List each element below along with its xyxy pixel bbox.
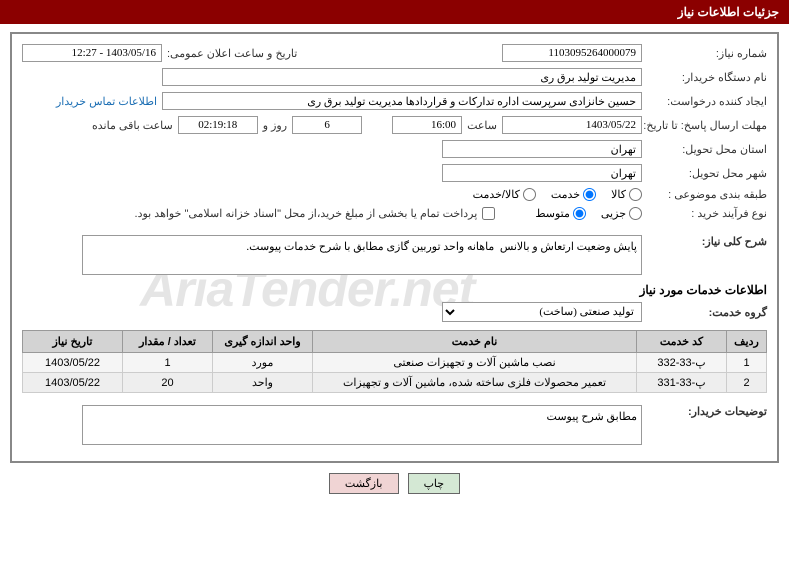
textarea-buyer-notes[interactable] [82,405,642,445]
input-buyer-org[interactable] [162,68,642,86]
radio-label-medium: متوسط [535,207,570,220]
label-province: استان محل تحویل: [647,143,767,156]
cell-unit: واحد [213,373,313,393]
table-header-row: ردیف کد خدمت نام خدمت واحد اندازه گیری ت… [23,331,767,353]
print-button[interactable]: چاپ [408,473,461,494]
main-panel: شماره نیاز: تاریخ و ساعت اعلان عمومی: نا… [10,32,779,463]
label-buyer-org: نام دستگاه خریدار: [647,71,767,84]
label-days: روز و [263,119,287,132]
input-deadline-date[interactable] [502,116,642,134]
label-need-number: شماره نیاز: [647,47,767,60]
input-need-number[interactable] [502,44,642,62]
row-service-group: گروه خدمت: تولید صنعتی (ساخت) [22,302,767,322]
cell-code: پ-33-331 [637,373,727,393]
table-row: 1 پ-33-332 نصب ماشین آلات و تجهیزات صنعت… [23,353,767,373]
select-service-group[interactable]: تولید صنعتی (ساخت) [442,302,642,322]
label-deadline: مهلت ارسال پاسخ: تا تاریخ: [647,119,767,132]
row-description: شرح کلی نیاز: [22,235,767,275]
th-name: نام خدمت [313,331,637,353]
cell-qty: 20 [123,373,213,393]
label-announce-date: تاریخ و ساعت اعلان عمومی: [167,47,297,60]
cell-qty: 1 [123,353,213,373]
label-payment-note: پرداخت تمام یا بخشی از مبلغ خرید،از محل … [135,207,478,220]
label-buyer-notes: توضیحات خریدار: [647,405,767,418]
cell-unit: مورد [213,353,313,373]
section-services-title: اطلاعات خدمات مورد نیاز [22,283,767,297]
label-remaining: ساعت باقی مانده [92,119,173,132]
page-title: جزئیات اطلاعات نیاز [678,5,779,19]
back-button[interactable]: بازگشت [329,473,399,494]
row-buyer-org: نام دستگاه خریدار: [22,68,767,86]
th-date: تاریخ نیاز [23,331,123,353]
radio-partial[interactable] [629,207,642,220]
cell-code: پ-33-332 [637,353,727,373]
label-purchase-type: نوع فرآیند خرید : [647,207,767,220]
row-purchase-type: نوع فرآیند خرید : جزیی متوسط پرداخت تمام… [22,207,767,220]
input-city[interactable] [442,164,642,182]
label-category: طبقه بندی موضوعی : [647,188,767,201]
link-buyer-contact[interactable]: اطلاعات تماس خریدار [56,95,157,108]
row-category: طبقه بندی موضوعی : کالا خدمت کالا/خدمت [22,188,767,201]
radio-label-goods-service: کالا/خدمت [473,188,520,201]
row-city: شهر محل تحویل: [22,164,767,182]
page-header: جزئیات اطلاعات نیاز [0,0,789,24]
table-row: 2 پ-33-331 تعمیر محصولات فلزی ساخته شده،… [23,373,767,393]
label-service-group: گروه خدمت: [647,306,767,319]
input-announce-date[interactable] [22,44,162,62]
row-buyer-notes: توضیحات خریدار: [22,405,767,445]
radio-goods[interactable] [629,188,642,201]
label-time: ساعت [467,119,497,132]
input-requester[interactable] [162,92,642,110]
row-province: استان محل تحویل: [22,140,767,158]
button-row: چاپ بازگشت [0,473,789,494]
cell-date: 1403/05/22 [23,353,123,373]
input-province[interactable] [442,140,642,158]
cell-name: نصب ماشین آلات و تجهیزات صنعتی [313,353,637,373]
input-remaining[interactable] [178,116,258,134]
checkbox-payment[interactable] [482,207,495,220]
th-qty: تعداد / مقدار [123,331,213,353]
radio-goods-service[interactable] [523,188,536,201]
radio-label-goods: کالا [611,188,626,201]
cell-name: تعمیر محصولات فلزی ساخته شده، ماشین آلات… [313,373,637,393]
row-need-number: شماره نیاز: تاریخ و ساعت اعلان عمومی: [22,44,767,62]
services-table: ردیف کد خدمت نام خدمت واحد اندازه گیری ت… [22,330,767,393]
label-city: شهر محل تحویل: [647,167,767,180]
input-deadline-time[interactable] [392,116,462,134]
input-days[interactable] [292,116,362,134]
radio-medium[interactable] [573,207,586,220]
th-row: ردیف [727,331,767,353]
th-unit: واحد اندازه گیری [213,331,313,353]
textarea-description[interactable] [82,235,642,275]
th-code: کد خدمت [637,331,727,353]
cell-row: 1 [727,353,767,373]
row-deadline: مهلت ارسال پاسخ: تا تاریخ: ساعت روز و سا… [22,116,767,134]
row-requester: ایجاد کننده درخواست: اطلاعات تماس خریدار [22,92,767,110]
label-description: شرح کلی نیاز: [647,235,767,248]
cell-row: 2 [727,373,767,393]
radio-service[interactable] [583,188,596,201]
radio-label-partial: جزیی [601,207,626,220]
cell-date: 1403/05/22 [23,373,123,393]
radio-label-service: خدمت [551,188,580,201]
label-requester: ایجاد کننده درخواست: [647,95,767,108]
